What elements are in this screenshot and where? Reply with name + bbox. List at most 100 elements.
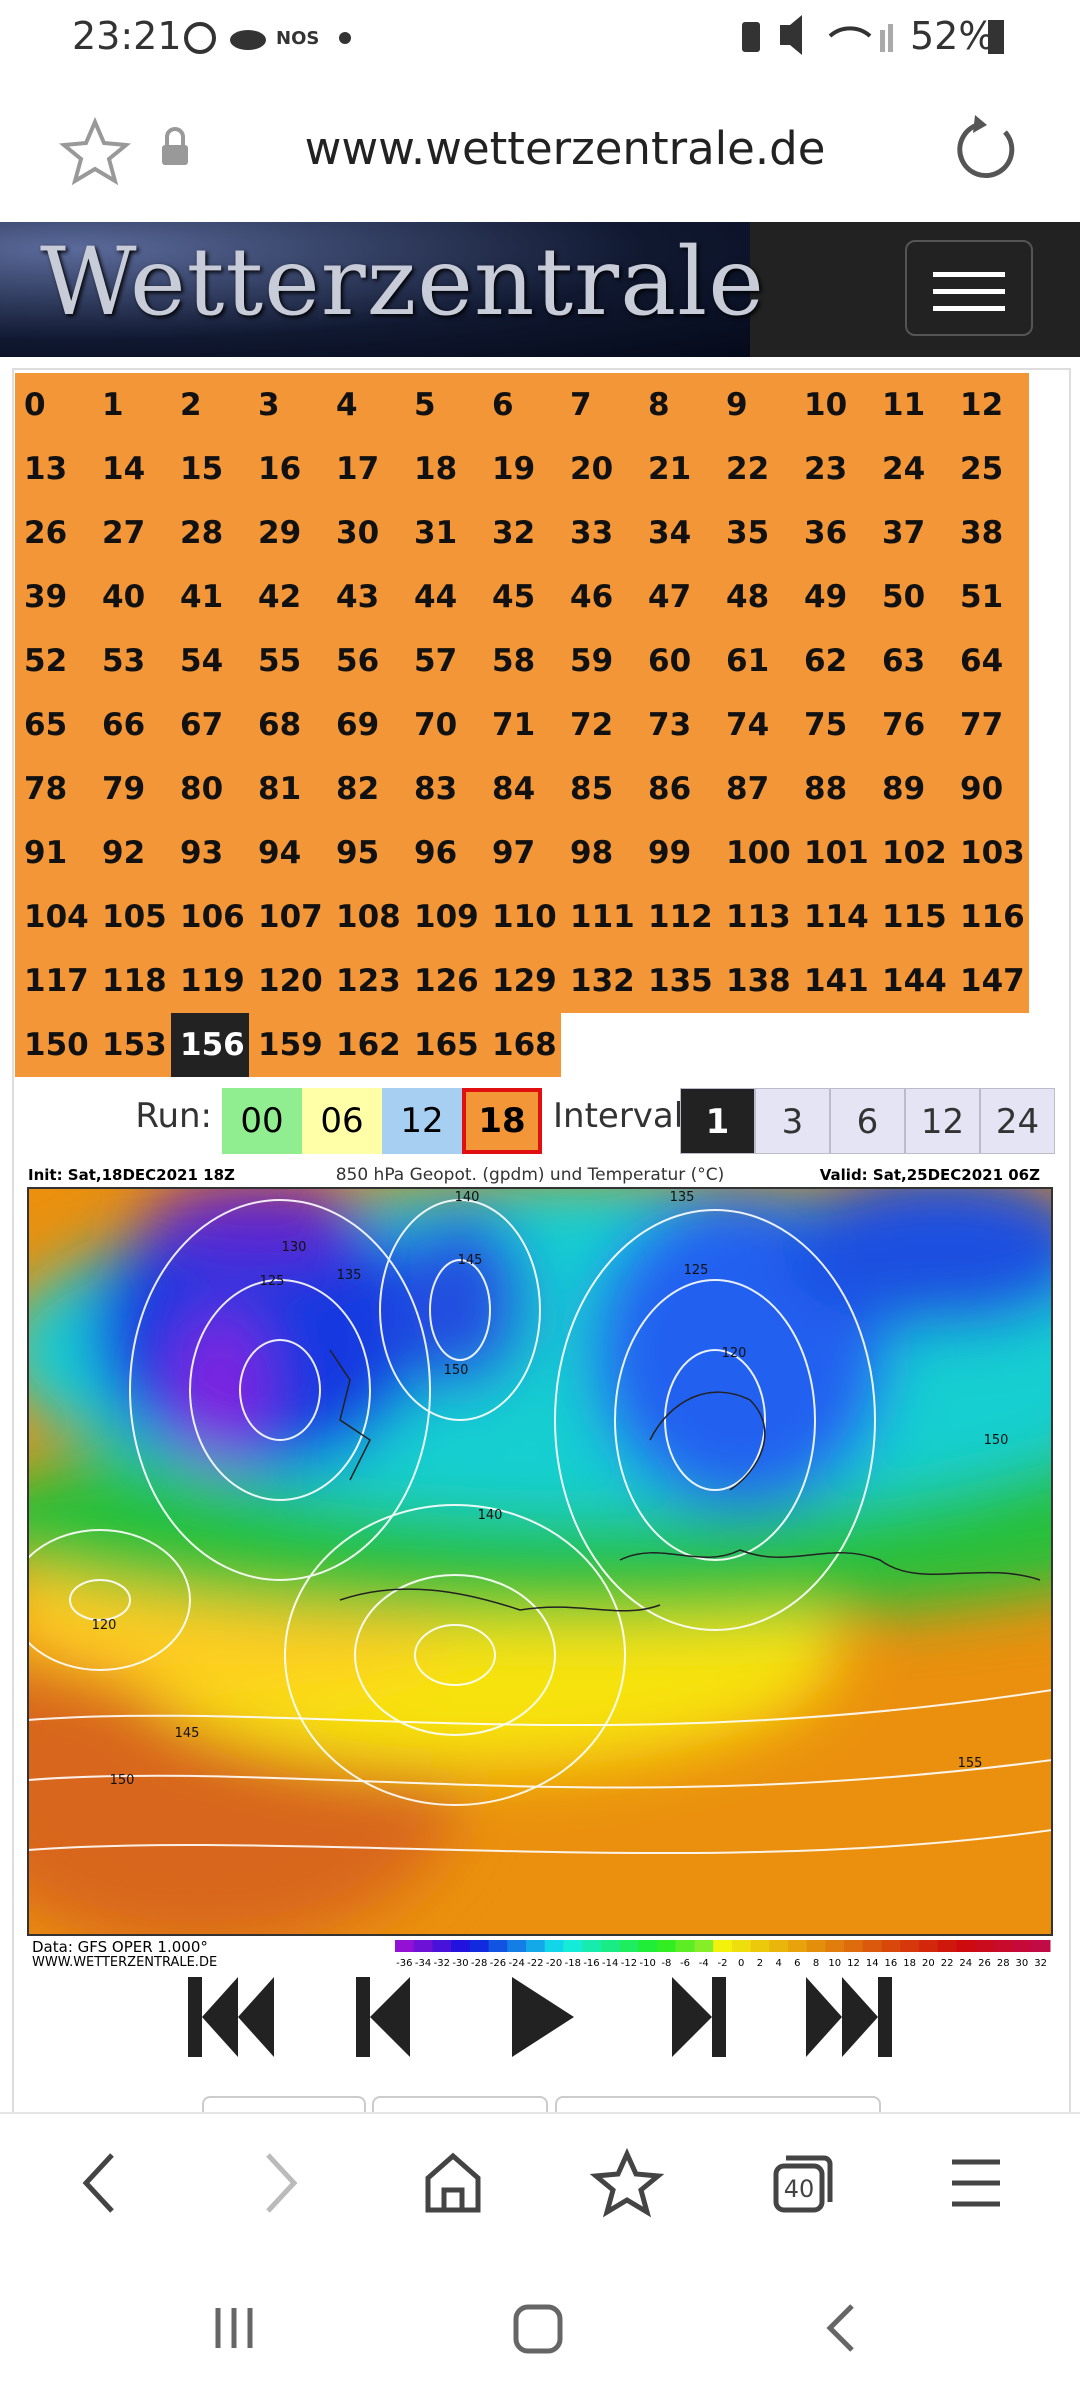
- hour-button[interactable]: 115: [873, 885, 951, 949]
- hour-button[interactable]: 24: [873, 437, 951, 501]
- hour-button[interactable]: 1: [93, 373, 171, 437]
- hour-button[interactable]: 56: [327, 629, 405, 693]
- hour-button[interactable]: 95: [327, 821, 405, 885]
- hour-button[interactable]: 147: [951, 949, 1029, 1013]
- hour-button[interactable]: 13: [15, 437, 93, 501]
- system-back[interactable]: [826, 2304, 854, 2352]
- hour-button[interactable]: 5: [405, 373, 483, 437]
- hour-button[interactable]: 76: [873, 693, 951, 757]
- hour-button[interactable]: 67: [171, 693, 249, 757]
- hour-button[interactable]: 2: [171, 373, 249, 437]
- hour-button[interactable]: 62: [795, 629, 873, 693]
- hour-button[interactable]: 73: [639, 693, 717, 757]
- hour-button[interactable]: 4: [327, 373, 405, 437]
- bookmark-star[interactable]: [58, 116, 132, 186]
- hour-button[interactable]: 159: [249, 1013, 327, 1077]
- hour-button[interactable]: 12: [951, 373, 1029, 437]
- hour-button[interactable]: 114: [795, 885, 873, 949]
- hour-button[interactable]: 112: [639, 885, 717, 949]
- hour-button[interactable]: 80: [171, 757, 249, 821]
- hour-button[interactable]: 39: [15, 565, 93, 629]
- hour-button[interactable]: 79: [93, 757, 171, 821]
- hour-button[interactable]: 47: [639, 565, 717, 629]
- hour-button[interactable]: 17: [327, 437, 405, 501]
- hour-button[interactable]: 30: [327, 501, 405, 565]
- hour-button[interactable]: 113: [717, 885, 795, 949]
- hour-button[interactable]: 99: [639, 821, 717, 885]
- hour-button[interactable]: 110: [483, 885, 561, 949]
- hour-button[interactable]: 29: [249, 501, 327, 565]
- run-option[interactable]: 18: [462, 1088, 542, 1154]
- hour-button[interactable]: 52: [15, 629, 93, 693]
- url-bar[interactable]: www.wetterzentrale.de: [304, 122, 826, 175]
- hour-button[interactable]: 150: [15, 1013, 93, 1077]
- hour-button[interactable]: 36: [795, 501, 873, 565]
- hour-button[interactable]: 15: [171, 437, 249, 501]
- hour-button[interactable]: 44: [405, 565, 483, 629]
- hour-button[interactable]: 98: [561, 821, 639, 885]
- hour-button[interactable]: 105: [93, 885, 171, 949]
- hour-button[interactable]: 35: [717, 501, 795, 565]
- run-option[interactable]: 00: [222, 1088, 302, 1154]
- last-frame[interactable]: [806, 1977, 892, 2057]
- hour-button[interactable]: 71: [483, 693, 561, 757]
- hour-button[interactable]: 156: [171, 1013, 249, 1077]
- hour-button[interactable]: 75: [795, 693, 873, 757]
- hour-button[interactable]: 54: [171, 629, 249, 693]
- hour-button[interactable]: 119: [171, 949, 249, 1013]
- next-frame[interactable]: [672, 1977, 726, 2057]
- hour-button[interactable]: 91: [15, 821, 93, 885]
- hour-button[interactable]: 43: [327, 565, 405, 629]
- hour-button[interactable]: 63: [873, 629, 951, 693]
- hour-button[interactable]: 106: [171, 885, 249, 949]
- hour-button[interactable]: 66: [93, 693, 171, 757]
- hour-button[interactable]: 83: [405, 757, 483, 821]
- hour-button[interactable]: 21: [639, 437, 717, 501]
- hour-button[interactable]: 9: [717, 373, 795, 437]
- hour-button[interactable]: 14: [93, 437, 171, 501]
- hour-button[interactable]: 61: [717, 629, 795, 693]
- hour-button[interactable]: 85: [561, 757, 639, 821]
- hour-button[interactable]: 23: [795, 437, 873, 501]
- hour-button[interactable]: 51: [951, 565, 1029, 629]
- hour-button[interactable]: 58: [483, 629, 561, 693]
- hour-button[interactable]: 37: [873, 501, 951, 565]
- interval-option[interactable]: 1: [680, 1088, 755, 1154]
- interval-option[interactable]: 6: [830, 1088, 905, 1154]
- hour-button[interactable]: 92: [93, 821, 171, 885]
- hour-button[interactable]: 34: [639, 501, 717, 565]
- run-option[interactable]: 12: [382, 1088, 462, 1154]
- hour-button[interactable]: 82: [327, 757, 405, 821]
- hour-button[interactable]: 88: [795, 757, 873, 821]
- hour-button[interactable]: 11: [873, 373, 951, 437]
- hour-button[interactable]: 84: [483, 757, 561, 821]
- hour-button[interactable]: 6: [483, 373, 561, 437]
- hour-button[interactable]: 101: [795, 821, 873, 885]
- interval-option[interactable]: 3: [755, 1088, 830, 1154]
- recent-apps[interactable]: [215, 2308, 253, 2348]
- hour-button[interactable]: 19: [483, 437, 561, 501]
- hour-button[interactable]: 86: [639, 757, 717, 821]
- hour-button[interactable]: 27: [93, 501, 171, 565]
- hour-button[interactable]: 90: [951, 757, 1029, 821]
- hour-button[interactable]: 22: [717, 437, 795, 501]
- hour-button[interactable]: 42: [249, 565, 327, 629]
- hour-button[interactable]: 41: [171, 565, 249, 629]
- hour-button[interactable]: 103: [951, 821, 1029, 885]
- hour-button[interactable]: 3: [249, 373, 327, 437]
- hour-button[interactable]: 97: [483, 821, 561, 885]
- hour-button[interactable]: 93: [171, 821, 249, 885]
- interval-option[interactable]: 24: [980, 1088, 1055, 1154]
- hour-button[interactable]: 165: [405, 1013, 483, 1077]
- home-button[interactable]: [513, 2304, 563, 2354]
- hour-button[interactable]: 31: [405, 501, 483, 565]
- hour-button[interactable]: 135: [639, 949, 717, 1013]
- hour-button[interactable]: 81: [249, 757, 327, 821]
- hour-button[interactable]: 168: [483, 1013, 561, 1077]
- hour-button[interactable]: 89: [873, 757, 951, 821]
- hour-button[interactable]: 77: [951, 693, 1029, 757]
- hour-button[interactable]: 70: [405, 693, 483, 757]
- run-option[interactable]: 06: [302, 1088, 382, 1154]
- hour-button[interactable]: 0: [15, 373, 93, 437]
- hour-button[interactable]: 46: [561, 565, 639, 629]
